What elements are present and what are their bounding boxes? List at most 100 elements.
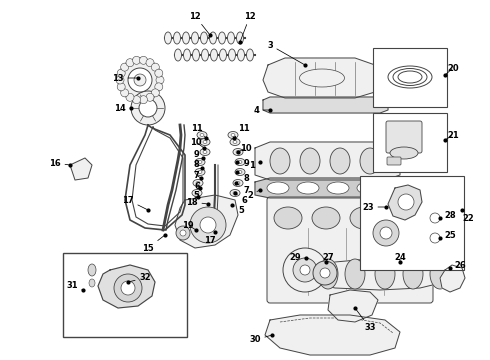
- Ellipse shape: [182, 32, 190, 44]
- Circle shape: [425, 208, 445, 228]
- Ellipse shape: [198, 161, 202, 163]
- FancyBboxPatch shape: [360, 176, 464, 270]
- Ellipse shape: [357, 182, 379, 194]
- Polygon shape: [440, 265, 465, 292]
- Text: 33: 33: [356, 309, 376, 333]
- Ellipse shape: [318, 259, 338, 289]
- Circle shape: [156, 76, 164, 84]
- Ellipse shape: [403, 259, 423, 289]
- Ellipse shape: [297, 182, 319, 194]
- Circle shape: [176, 226, 190, 240]
- Circle shape: [373, 220, 399, 246]
- Ellipse shape: [246, 49, 253, 61]
- Circle shape: [155, 69, 163, 77]
- Ellipse shape: [327, 182, 349, 194]
- Circle shape: [121, 89, 129, 97]
- Ellipse shape: [210, 32, 217, 44]
- Text: 17: 17: [204, 232, 216, 244]
- Ellipse shape: [231, 134, 235, 136]
- Text: 15: 15: [142, 236, 164, 252]
- Ellipse shape: [235, 168, 245, 176]
- Circle shape: [283, 248, 327, 292]
- Ellipse shape: [235, 158, 245, 166]
- Ellipse shape: [193, 49, 199, 61]
- Text: 30: 30: [249, 336, 270, 345]
- Circle shape: [151, 89, 159, 97]
- Ellipse shape: [193, 180, 203, 186]
- Ellipse shape: [238, 171, 242, 174]
- Text: 28: 28: [440, 211, 456, 220]
- Ellipse shape: [200, 149, 210, 156]
- Polygon shape: [388, 185, 422, 220]
- Ellipse shape: [238, 49, 245, 61]
- Ellipse shape: [390, 147, 418, 159]
- Text: 9: 9: [193, 149, 203, 158]
- Circle shape: [126, 59, 134, 67]
- FancyBboxPatch shape: [386, 121, 422, 153]
- Text: 32: 32: [129, 274, 151, 283]
- Polygon shape: [175, 195, 238, 248]
- Text: 8: 8: [193, 159, 202, 168]
- Text: 11: 11: [191, 123, 205, 137]
- Text: 1: 1: [249, 161, 260, 170]
- FancyBboxPatch shape: [387, 157, 401, 165]
- Circle shape: [155, 83, 163, 91]
- Ellipse shape: [173, 32, 180, 44]
- Ellipse shape: [233, 140, 237, 144]
- Ellipse shape: [312, 207, 340, 229]
- Ellipse shape: [211, 49, 218, 61]
- Circle shape: [146, 93, 154, 101]
- Text: 20: 20: [446, 63, 459, 74]
- Circle shape: [180, 230, 186, 236]
- Text: 19: 19: [182, 220, 195, 230]
- Circle shape: [118, 58, 162, 102]
- Text: 6: 6: [236, 194, 247, 204]
- Ellipse shape: [196, 181, 200, 185]
- Polygon shape: [255, 142, 400, 180]
- Text: 14: 14: [114, 104, 131, 113]
- Text: 10: 10: [190, 138, 203, 147]
- Ellipse shape: [88, 264, 96, 276]
- FancyBboxPatch shape: [373, 48, 447, 107]
- Ellipse shape: [300, 148, 320, 174]
- Ellipse shape: [89, 279, 95, 287]
- Ellipse shape: [388, 207, 416, 229]
- Circle shape: [380, 227, 392, 239]
- Circle shape: [132, 56, 141, 64]
- Ellipse shape: [174, 49, 181, 61]
- Text: 23: 23: [362, 202, 385, 212]
- Polygon shape: [263, 58, 380, 98]
- Ellipse shape: [195, 192, 199, 194]
- Ellipse shape: [230, 139, 240, 145]
- Ellipse shape: [192, 32, 198, 44]
- Circle shape: [300, 265, 310, 275]
- Circle shape: [121, 281, 135, 295]
- Text: 4: 4: [253, 105, 269, 114]
- Ellipse shape: [203, 150, 207, 153]
- Polygon shape: [98, 265, 155, 308]
- Ellipse shape: [192, 189, 202, 197]
- Ellipse shape: [219, 32, 225, 44]
- Circle shape: [140, 96, 147, 104]
- Ellipse shape: [237, 32, 244, 44]
- Text: 5: 5: [193, 190, 199, 199]
- Circle shape: [200, 217, 216, 233]
- Text: 12: 12: [189, 12, 209, 34]
- Ellipse shape: [270, 148, 290, 174]
- Text: 22: 22: [462, 210, 474, 222]
- Polygon shape: [255, 178, 400, 198]
- Ellipse shape: [360, 148, 380, 174]
- Circle shape: [128, 68, 152, 92]
- Ellipse shape: [200, 134, 204, 136]
- Circle shape: [146, 59, 154, 67]
- Text: 2: 2: [247, 190, 259, 199]
- Ellipse shape: [375, 259, 395, 289]
- Circle shape: [134, 74, 146, 86]
- Circle shape: [293, 258, 317, 282]
- Text: 7: 7: [193, 171, 200, 180]
- FancyBboxPatch shape: [373, 113, 447, 172]
- Ellipse shape: [228, 131, 238, 139]
- Circle shape: [430, 233, 440, 243]
- Circle shape: [320, 268, 330, 278]
- Ellipse shape: [345, 259, 365, 289]
